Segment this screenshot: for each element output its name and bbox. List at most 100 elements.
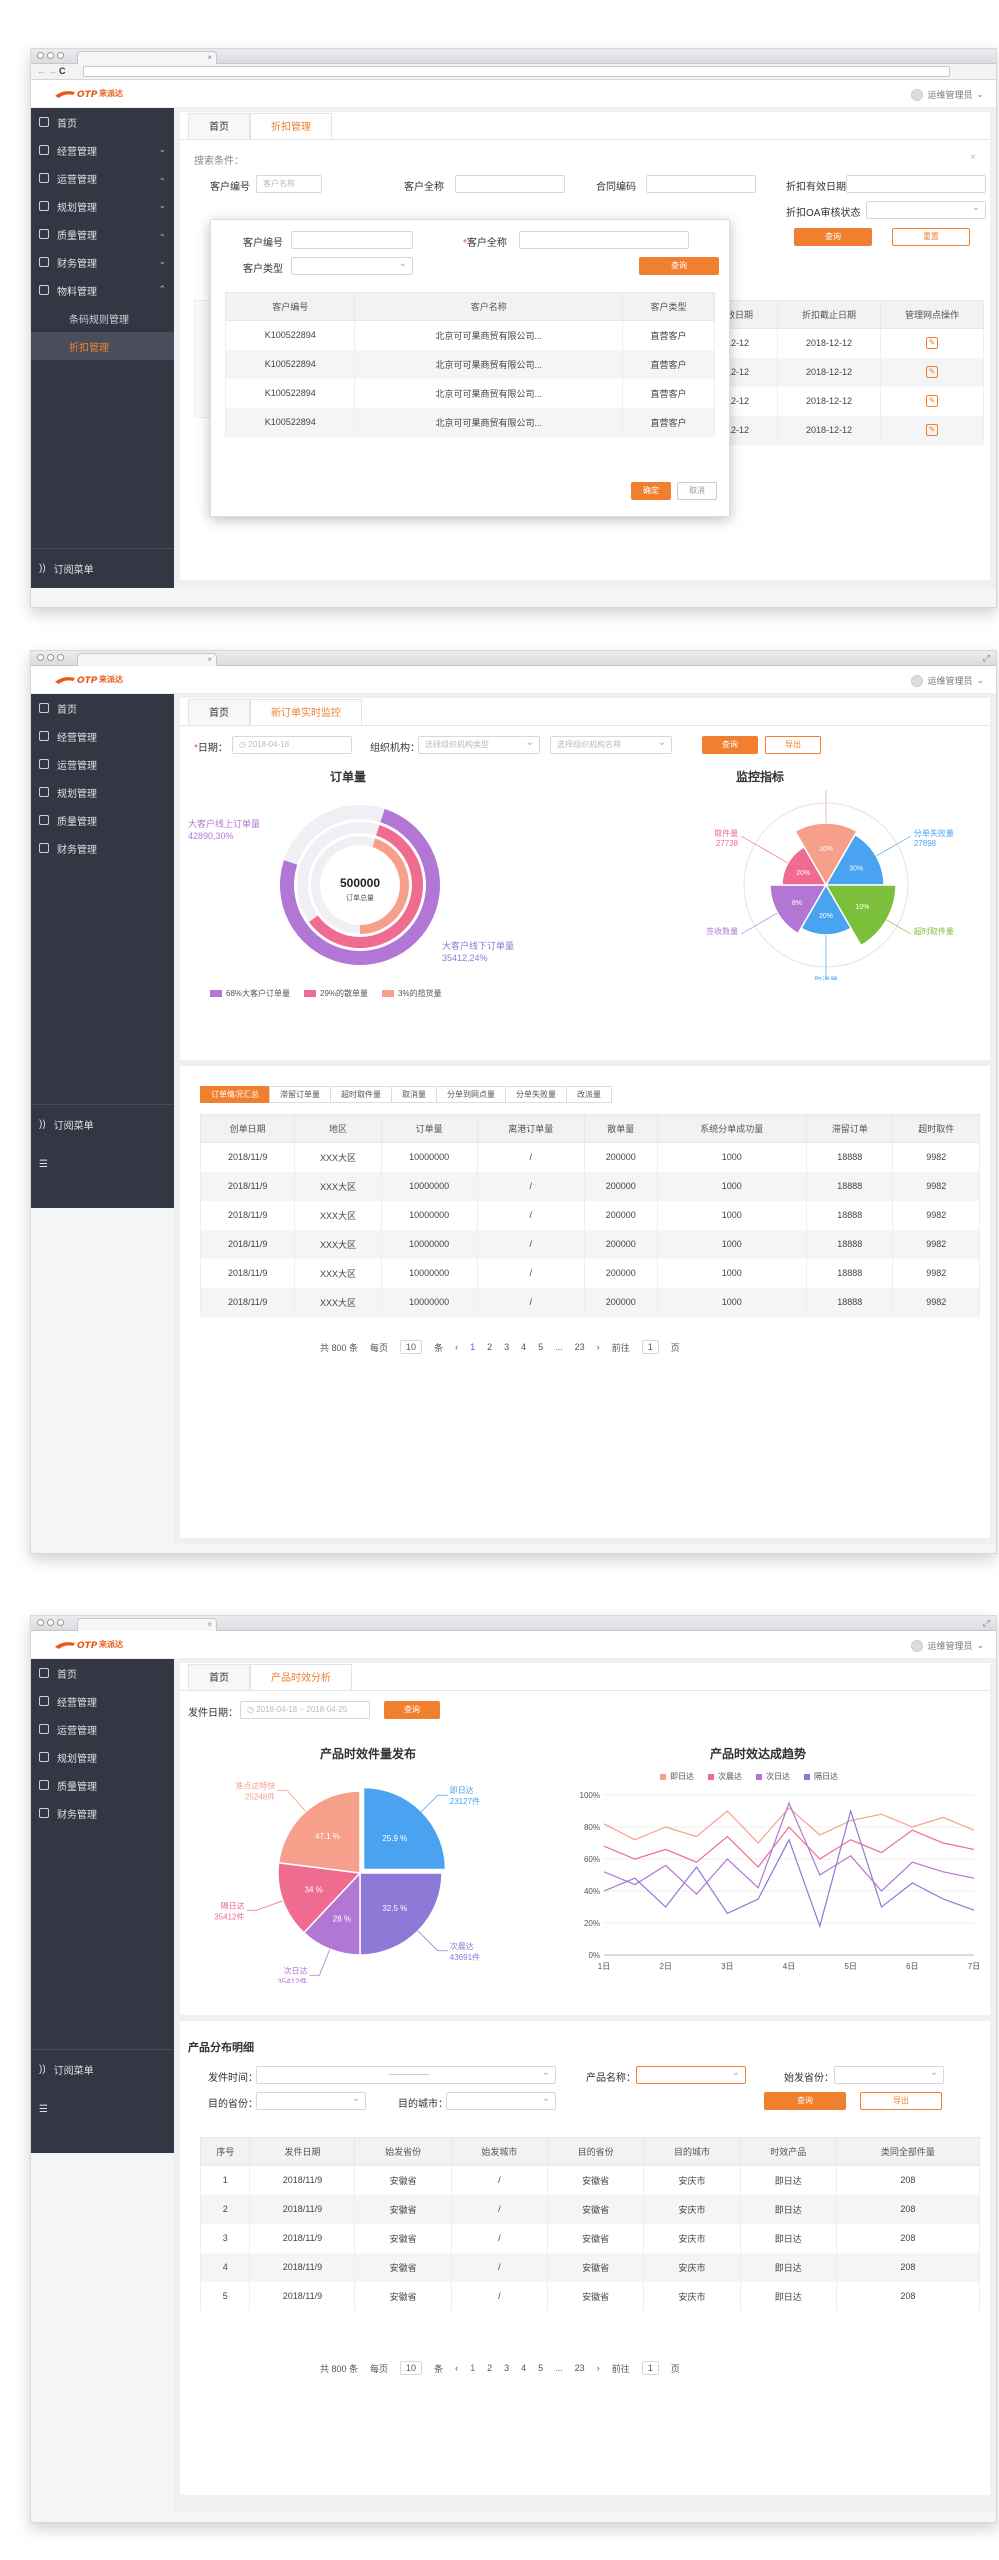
reset-button[interactable]: 重置 bbox=[892, 228, 970, 246]
page-number[interactable]: ... bbox=[555, 2363, 563, 2373]
sidebar-item-5[interactable]: 财务管理 bbox=[31, 834, 174, 862]
dest-city-select[interactable] bbox=[446, 2092, 556, 2110]
page-number[interactable]: 3 bbox=[504, 1342, 510, 1352]
window-zoom-button[interactable] bbox=[57, 1619, 64, 1626]
sidebar-item-1[interactable]: 经营管理 bbox=[31, 722, 174, 750]
next-page-icon[interactable]: › bbox=[596, 1342, 600, 1352]
table-cell[interactable]: 18888 bbox=[806, 1229, 894, 1259]
subscribe-menu[interactable]: )) 订阅菜单 bbox=[31, 1104, 174, 1144]
table-cell[interactable]: 18888 bbox=[806, 1142, 894, 1172]
browser-tab[interactable]: × bbox=[77, 1618, 217, 1631]
table-cell[interactable]: 即日达 bbox=[739, 2165, 837, 2195]
window-zoom-button[interactable] bbox=[57, 52, 64, 59]
table-cell[interactable]: 18888 bbox=[806, 1200, 894, 1230]
table-cell[interactable]: 200000 bbox=[584, 1200, 658, 1230]
table-row[interactable]: 2018/11/9 XXX大区 10000000/200000 1000 18888 99… bbox=[199, 1229, 980, 1259]
table-cell[interactable]: 即日达 bbox=[739, 2194, 837, 2224]
table-cell[interactable]: 10000000 bbox=[380, 1200, 478, 1230]
next-page-icon[interactable]: › bbox=[596, 2363, 600, 2373]
detail-export-button[interactable]: 导出 bbox=[860, 2092, 942, 2110]
table-row[interactable]: 2018/11/9 XXX大区 10000000/200000 1000 18888 99… bbox=[199, 1287, 980, 1317]
page-number[interactable]: 4 bbox=[521, 1342, 527, 1352]
dest-prov-select[interactable] bbox=[256, 2092, 366, 2110]
table-cell[interactable]: 安徽省 bbox=[354, 2281, 452, 2311]
sidebar-item-5[interactable]: 财务管理 bbox=[31, 1799, 174, 1827]
subtab-2[interactable]: 超时取件量 bbox=[330, 1086, 392, 1103]
table-cell[interactable]: 安徽省 bbox=[547, 2223, 645, 2253]
org-name-select[interactable]: 选择组织机构名称 bbox=[550, 736, 672, 754]
table-row[interactable]: K100522894 北京可可果商贸有限公司... 直营客户 bbox=[224, 349, 716, 379]
table-cell[interactable]: 18888 bbox=[806, 1287, 894, 1317]
address-bar[interactable] bbox=[83, 66, 950, 77]
product-select[interactable] bbox=[636, 2066, 746, 2084]
list-toggle[interactable]: ☰ bbox=[31, 1144, 174, 1184]
send-date-range-input[interactable]: ◷ 2018-04-18 ~ 2018-04-25 bbox=[240, 1701, 370, 1719]
chevron-icon[interactable]: ⌄ bbox=[158, 172, 166, 182]
nav-buttons[interactable]: ←→C bbox=[37, 66, 68, 76]
browser-tab[interactable]: × bbox=[77, 653, 217, 666]
page-size-select[interactable]: 10 bbox=[400, 1340, 423, 1354]
table-cell[interactable]: 安徽省 bbox=[354, 2165, 452, 2195]
table-row[interactable]: 2018/11/9 XXX大区 10000000/200000 1000 18888 99… bbox=[199, 1200, 980, 1230]
table-cell[interactable]: 10000000 bbox=[380, 1258, 478, 1288]
table-row[interactable]: K100522894 北京可可果商贸有限公司... 直营客户 bbox=[224, 407, 716, 437]
window-minimize-button[interactable] bbox=[47, 52, 54, 59]
subscribe-menu[interactable]: )) 订阅菜单 bbox=[31, 2049, 174, 2089]
window-zoom-button[interactable] bbox=[57, 654, 64, 661]
expand-icon[interactable]: ⤢ bbox=[982, 1618, 990, 1628]
user-menu[interactable]: 运维管理员 ⌄ bbox=[911, 1639, 984, 1652]
sidebar-item-0[interactable]: 首页 bbox=[31, 694, 174, 722]
tab-product-timeliness[interactable]: 产品时效分析 bbox=[250, 1664, 352, 1690]
table-row[interactable]: 2018/11/9 XXX大区 10000000/200000 1000 18888 99… bbox=[199, 1258, 980, 1288]
table-cell[interactable]: 18888 bbox=[806, 1171, 894, 1201]
sidebar-item-0[interactable]: 首页 bbox=[31, 1659, 174, 1687]
contract-no-input[interactable] bbox=[646, 175, 756, 193]
table-cell[interactable]: 10000000 bbox=[380, 1171, 478, 1201]
chevron-icon[interactable]: ⌄ bbox=[158, 144, 166, 154]
page-number[interactable]: ... bbox=[555, 1342, 563, 1352]
sidebar-item-discount[interactable]: 折扣管理 bbox=[31, 332, 174, 360]
sidebar-item-4[interactable]: 质量管理 bbox=[31, 1771, 174, 1799]
modal-confirm-button[interactable]: 确定 bbox=[631, 482, 671, 500]
table-cell[interactable]: 安徽省 bbox=[354, 2194, 452, 2224]
edit-icon[interactable]: ✎ bbox=[926, 337, 938, 350]
table-cell[interactable]: 200000 bbox=[584, 1142, 658, 1172]
modal-customer-no-input[interactable] bbox=[291, 231, 413, 249]
subtab-6[interactable]: 改派量 bbox=[566, 1086, 612, 1103]
sidebar-item-2[interactable]: 运营管理 bbox=[31, 750, 174, 778]
chevron-icon[interactable]: ⌃ bbox=[158, 284, 166, 294]
subtab-1[interactable]: 滞留订单量 bbox=[269, 1086, 331, 1103]
chevron-icon[interactable]: ⌄ bbox=[158, 228, 166, 238]
table-row[interactable]: K100522894 北京可可果商贸有限公司... 直营客户 bbox=[224, 378, 716, 408]
tab-home[interactable]: 首页 bbox=[188, 113, 250, 139]
table-cell[interactable]: 18888 bbox=[806, 1258, 894, 1288]
sidebar-item-1[interactable]: 经营管理 bbox=[31, 1687, 174, 1715]
user-menu[interactable]: 运维管理员 ⌄ bbox=[911, 88, 984, 101]
list-toggle[interactable]: ☰ bbox=[31, 2089, 174, 2129]
table-cell[interactable]: 即日达 bbox=[739, 2281, 837, 2311]
sidebar-item-2[interactable]: 运营管理 ⌄ bbox=[31, 164, 174, 192]
date-input[interactable]: ◷ 2018-04-18 bbox=[232, 736, 352, 754]
table-row[interactable]: 5 2018/11/9 安徽省 / 安徽省 安庆市 即日达 208 bbox=[199, 2281, 981, 2311]
tab-discount[interactable]: 折扣管理 bbox=[250, 113, 332, 139]
table-cell[interactable]: 安徽省 bbox=[547, 2194, 645, 2224]
page-number[interactable]: 23 bbox=[574, 2363, 585, 2373]
edit-icon[interactable]: ✎ bbox=[926, 395, 938, 407]
table-cell[interactable]: 200000 bbox=[584, 1229, 658, 1259]
page-number[interactable]: 5 bbox=[538, 1342, 544, 1352]
window-minimize-button[interactable] bbox=[47, 654, 54, 661]
sidebar-item-3[interactable]: 规划管理 ⌄ bbox=[31, 192, 174, 220]
table-cell[interactable]: 200000 bbox=[584, 1258, 658, 1288]
sidebar-item-2[interactable]: 运营管理 bbox=[31, 1715, 174, 1743]
goto-page-input[interactable]: 1 bbox=[641, 1340, 659, 1354]
table-row[interactable]: 2018/11/9 XXX大区 10000000/200000 1000 18888 99… bbox=[199, 1171, 980, 1201]
query-button[interactable]: 查询 bbox=[794, 228, 872, 246]
query-button[interactable]: 查询 bbox=[384, 1701, 440, 1719]
table-cell[interactable]: 200000 bbox=[584, 1287, 658, 1317]
window-close-button[interactable] bbox=[37, 52, 44, 59]
customer-no-input[interactable]: 客户名称 bbox=[256, 175, 322, 193]
sidebar-item-0[interactable]: 首页 bbox=[31, 108, 174, 136]
sidebar-item-3[interactable]: 规划管理 bbox=[31, 1743, 174, 1771]
subtab-4[interactable]: 分单到网点量 bbox=[436, 1086, 506, 1103]
user-menu[interactable]: 运维管理员 ⌄ bbox=[911, 674, 984, 687]
